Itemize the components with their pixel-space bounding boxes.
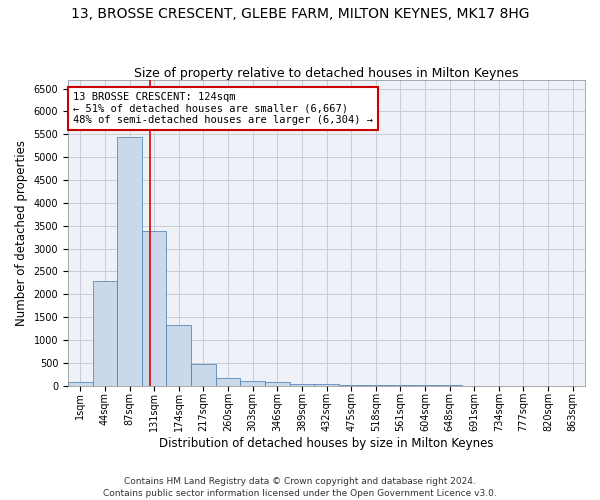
Bar xyxy=(265,382,290,386)
Text: 13 BROSSE CRESCENT: 124sqm
← 51% of detached houses are smaller (6,667)
48% of s: 13 BROSSE CRESCENT: 124sqm ← 51% of deta… xyxy=(73,92,373,125)
Bar xyxy=(314,384,339,386)
Bar xyxy=(68,382,92,386)
Bar xyxy=(92,282,117,386)
Text: 13, BROSSE CRESCENT, GLEBE FARM, MILTON KEYNES, MK17 8HG: 13, BROSSE CRESCENT, GLEBE FARM, MILTON … xyxy=(71,8,529,22)
Bar xyxy=(290,384,314,386)
Bar xyxy=(216,378,241,386)
Y-axis label: Number of detached properties: Number of detached properties xyxy=(15,140,28,326)
Bar xyxy=(142,231,166,386)
Bar xyxy=(339,385,364,386)
Bar xyxy=(241,382,265,386)
Bar xyxy=(117,136,142,386)
Title: Size of property relative to detached houses in Milton Keynes: Size of property relative to detached ho… xyxy=(134,66,519,80)
Bar xyxy=(364,385,388,386)
Bar xyxy=(166,326,191,386)
Bar xyxy=(191,364,216,386)
Text: Contains HM Land Registry data © Crown copyright and database right 2024.
Contai: Contains HM Land Registry data © Crown c… xyxy=(103,476,497,498)
X-axis label: Distribution of detached houses by size in Milton Keynes: Distribution of detached houses by size … xyxy=(159,437,494,450)
